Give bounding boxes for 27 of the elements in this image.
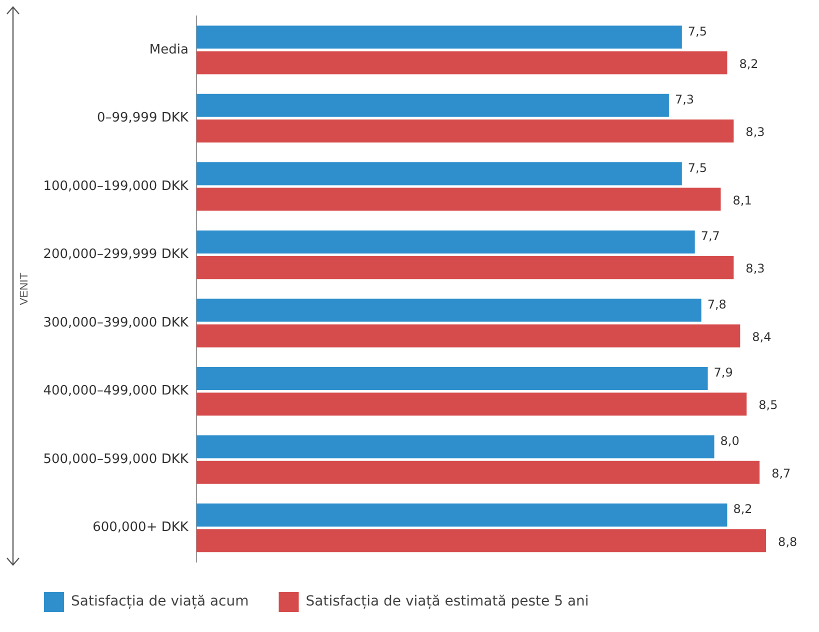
y-tick-label: 500,000–599,000 DKK (43, 452, 189, 467)
data-label: 7,5 (688, 24, 707, 38)
data-label: 8,0 (720, 434, 740, 448)
y-tick-label: Media (149, 42, 188, 58)
y-tick-label: 100,000–199,000 DKK (43, 178, 189, 194)
data-label: 8,4 (752, 330, 772, 344)
y-tick-label: 200,000–299,999 DKK (43, 247, 189, 262)
data-label: 8,7 (772, 466, 791, 481)
data-label: 7,5 (688, 160, 707, 175)
data-label: 8,2 (739, 56, 758, 71)
data-label: 7,7 (700, 229, 720, 244)
y-tick-label: 300,000–399,000 DKK (43, 315, 189, 330)
y-tick-label: 0–99,999 DKK (96, 110, 189, 126)
data-label: 8,3 (746, 125, 765, 140)
data-label: 8,5 (758, 398, 778, 412)
y-tick-label: 600,000+ DKK (92, 520, 189, 536)
legend-label: Satisfacția de viață estimată peste 5 ani (306, 594, 589, 610)
y-axis-title: VENIT (18, 272, 31, 306)
y-tick-label: 400,000–499,000 DKK (43, 384, 189, 399)
data-label: 7,9 (714, 366, 733, 380)
data-label: 8,3 (746, 262, 765, 276)
data-label: 7,8 (707, 297, 726, 312)
data-label: 7,3 (674, 92, 694, 107)
data-label: 8,2 (733, 502, 752, 516)
legend-label: Satisfacția de viață acum (71, 594, 249, 610)
data-label: 8,1 (732, 193, 752, 208)
data-label: 8,8 (778, 534, 798, 549)
